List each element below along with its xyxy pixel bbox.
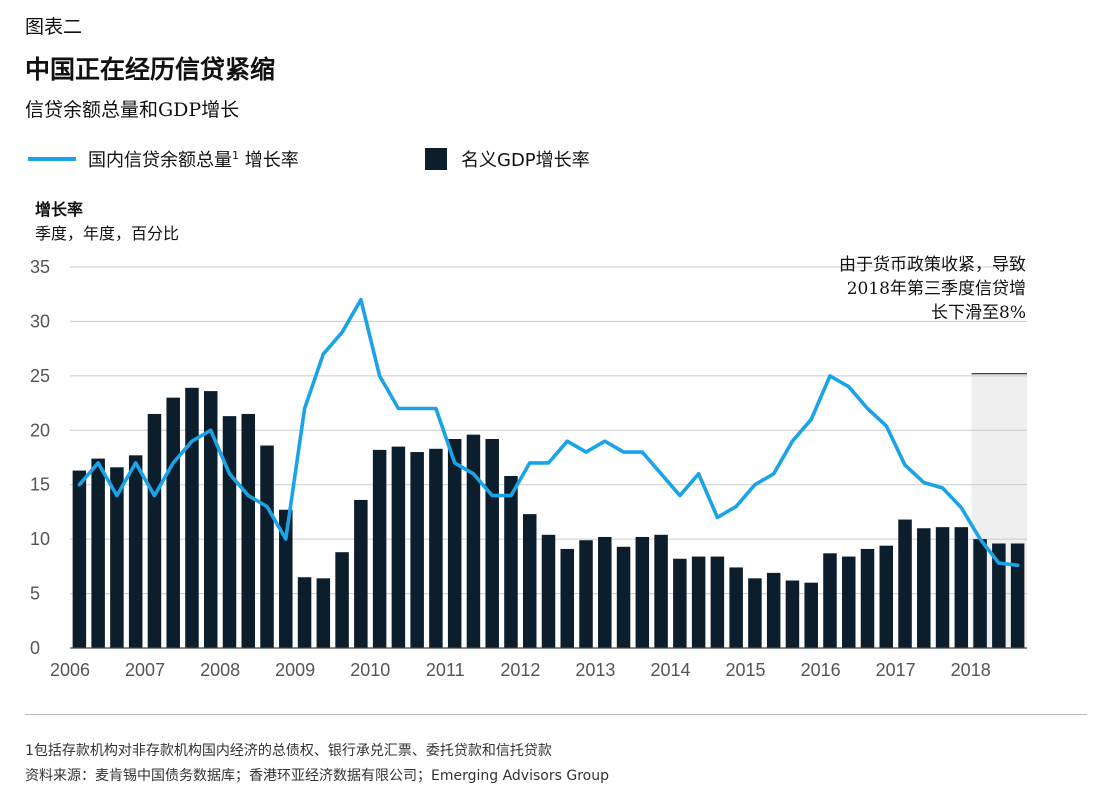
bar-gdp-growth [1010, 543, 1025, 648]
bar-gdp-growth [447, 438, 462, 648]
x-tick-label: 2013 [575, 660, 615, 680]
bar-gdp-growth [823, 553, 837, 648]
bar-gdp-growth [860, 548, 875, 648]
y-tick-label: 25 [30, 366, 50, 386]
x-tick-label: 2016 [801, 660, 841, 680]
bar-gdp-growth [110, 467, 124, 648]
bar-gdp-growth [748, 578, 762, 648]
y-tick-label: 0 [30, 638, 40, 658]
bar-gdp-growth [466, 434, 481, 648]
bar-gdp-growth [391, 446, 406, 648]
bar-gdp-growth [335, 552, 349, 648]
chart-title: 中国正在经历信贷紧缩 [25, 55, 276, 84]
bar-gdp-growth [504, 476, 518, 648]
bar-gdp-growth [579, 540, 593, 648]
bar-gdp-growth [635, 536, 650, 648]
bar-gdp-growth [616, 546, 631, 648]
x-tick-label: 2017 [876, 660, 916, 680]
bar-gdp-growth [560, 548, 575, 648]
bar-gdp-growth [185, 387, 199, 648]
bar-gdp-growth [222, 416, 237, 648]
legend-line-label: 国内信贷余额总量1 增长率 [88, 149, 299, 171]
bar-gdp-growth [673, 558, 687, 648]
x-tick-label: 2010 [350, 660, 390, 680]
bar-gdp-growth [372, 449, 387, 648]
bar-gdp-growth [729, 567, 743, 648]
bar-gdp-growth [485, 438, 499, 648]
legend-line-swatch [28, 157, 76, 161]
bar-gdp-growth [297, 577, 312, 648]
bar-gdp-growth [354, 499, 368, 648]
bar-gdp-growth [128, 455, 143, 648]
bar-gdp-growth [147, 413, 162, 648]
bar-gdp-growth [992, 543, 1006, 648]
bar-gdp-growth [598, 536, 612, 648]
x-tick-label: 2015 [726, 660, 766, 680]
x-tick-label: 2009 [275, 660, 315, 680]
footnote: 1包括存款机构对非存款机构国内经济的总债权、银行承兑汇票、委托贷款和信托贷款 [25, 743, 552, 759]
bar-gdp-growth [91, 458, 105, 648]
line-credit-growth [77, 297, 1020, 568]
bar-gdp-growth [935, 527, 950, 648]
x-tick-label: 2007 [125, 660, 165, 680]
legend-bar-label: 名义GDP增长率 [461, 150, 590, 171]
source-note: 资料来源：麦肯锡中国债务数据库；香港环亚经济数据有限公司；Emerging Ad… [25, 768, 609, 784]
bar-gdp-growth [879, 545, 894, 648]
bar-gdp-growth [316, 578, 331, 648]
bar-gdp-growth [954, 527, 969, 648]
bar-gdp-growth [260, 445, 274, 648]
bar-gdp-growth [766, 572, 781, 648]
y-axis-label: 增长率 [35, 200, 84, 219]
y-tick-label: 10 [30, 529, 50, 549]
x-tick-label: 2008 [200, 660, 240, 680]
bar-gdp-growth [917, 528, 931, 648]
x-tick-label: 2012 [500, 660, 540, 680]
bar-gdp-growth [654, 534, 668, 648]
y-tick-label: 15 [30, 475, 50, 495]
legend-item-gdp-growth: 名义GDP增长率 [425, 146, 590, 172]
bar-gdp-growth [429, 448, 443, 648]
bar-gdp-growth [522, 514, 537, 648]
figure-label: 图表二 [25, 16, 83, 38]
bar-gdp-growth [541, 534, 556, 648]
chart-subtitle: 信贷余额总量和GDP增长 [25, 99, 240, 121]
bar-gdp-growth [279, 509, 293, 648]
y-tick-label: 35 [30, 257, 50, 277]
bar-gdp-growth [785, 580, 800, 648]
bar-gdp-growth [710, 556, 725, 648]
x-tick-label: 2014 [650, 660, 690, 680]
bar-gdp-growth [166, 397, 180, 648]
bar-gdp-growth [804, 582, 818, 648]
y-axis-unit: 季度，年度，百分比 [35, 224, 180, 243]
bar-gdp-growth [973, 539, 987, 648]
y-tick-label: 30 [30, 311, 50, 331]
bar-gdp-growth [72, 470, 87, 648]
chart-annotation: 由于货币政策收紧，导致2018年第三季度信贷增长下滑至8% [839, 255, 1026, 323]
x-tick-label: 2018 [951, 660, 991, 680]
chart-plot: 0 5 10 15 20 25 30 35 2006 2007 2008 2009 2010 2011 20… [30, 257, 1027, 680]
bar-gdp-growth [203, 391, 218, 648]
bar-gdp-growth [898, 519, 912, 648]
legend-item-credit-growth: 国内信贷余额总量1 增长率 [28, 146, 299, 172]
x-tick-label: 2006 [50, 660, 90, 680]
x-tick-label: 2011 [426, 660, 465, 680]
y-tick-label: 20 [30, 420, 50, 440]
footer-divider [25, 714, 1087, 715]
bar-gdp-growth [841, 556, 856, 648]
legend-bar-swatch [425, 148, 447, 170]
bar-gdp-growth [410, 452, 424, 648]
bar-gdp-growth [691, 556, 706, 648]
bar-gdp-growth [241, 413, 256, 648]
y-tick-label: 5 [30, 584, 40, 604]
